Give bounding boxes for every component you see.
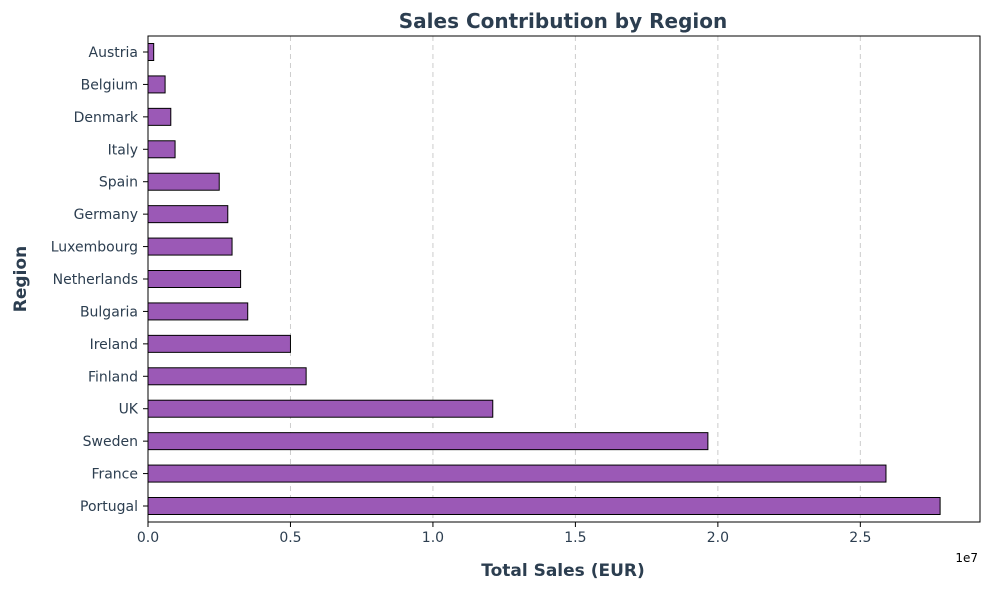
y-tick-label: Austria bbox=[89, 45, 138, 61]
bar bbox=[147, 172, 220, 191]
y-tick-label: Germany bbox=[74, 207, 138, 223]
chart-title: Sales Contribution by Region bbox=[399, 9, 727, 33]
x-tick-label: 0.5 bbox=[279, 530, 301, 546]
bar bbox=[147, 43, 155, 61]
bar bbox=[147, 432, 709, 451]
x-axis: 0.0 0.5 1.0 1.5 2.0 2.5 bbox=[137, 522, 871, 546]
y-axis-title: Region bbox=[11, 246, 31, 312]
y-tick-label: France bbox=[91, 467, 138, 483]
bar bbox=[147, 270, 242, 288]
y-tick-label: Luxembourg bbox=[51, 240, 138, 256]
y-tick-label: Sweden bbox=[83, 434, 138, 450]
bar bbox=[147, 399, 494, 418]
x-tick-label: 1.0 bbox=[422, 530, 444, 546]
x-scale-label: 1e7 bbox=[955, 551, 978, 565]
bar bbox=[147, 140, 176, 159]
bar bbox=[147, 367, 307, 386]
bar bbox=[147, 302, 249, 321]
y-tick-label: Spain bbox=[99, 175, 138, 191]
bar bbox=[147, 497, 941, 515]
bar bbox=[147, 205, 229, 224]
y-tick-label: Ireland bbox=[90, 337, 138, 353]
y-tick-label: Denmark bbox=[74, 110, 139, 126]
x-axis-title: Total Sales (EUR) bbox=[481, 561, 645, 581]
y-tick-label: UK bbox=[119, 402, 139, 418]
x-tick-label: 2.5 bbox=[849, 530, 871, 546]
y-tick-label: Portugal bbox=[80, 499, 138, 515]
bar bbox=[147, 75, 166, 94]
y-tick-label: Belgium bbox=[81, 77, 138, 93]
y-tick-label: Netherlands bbox=[53, 272, 138, 288]
bar bbox=[147, 464, 887, 483]
bar bbox=[147, 334, 291, 353]
y-tick-label: Italy bbox=[108, 142, 138, 158]
bars bbox=[147, 43, 941, 515]
bar bbox=[147, 237, 233, 256]
y-tick-label: Finland bbox=[88, 369, 138, 385]
y-tick-label: Bulgaria bbox=[80, 304, 138, 320]
x-tick-label: 2.0 bbox=[707, 530, 729, 546]
y-axis: Austria Belgium Denmark Italy Spain Germany Lu… bbox=[51, 45, 148, 515]
x-tick-label: 1.5 bbox=[564, 530, 586, 546]
bar bbox=[147, 107, 172, 126]
x-tick-label: 0.0 bbox=[137, 530, 159, 546]
